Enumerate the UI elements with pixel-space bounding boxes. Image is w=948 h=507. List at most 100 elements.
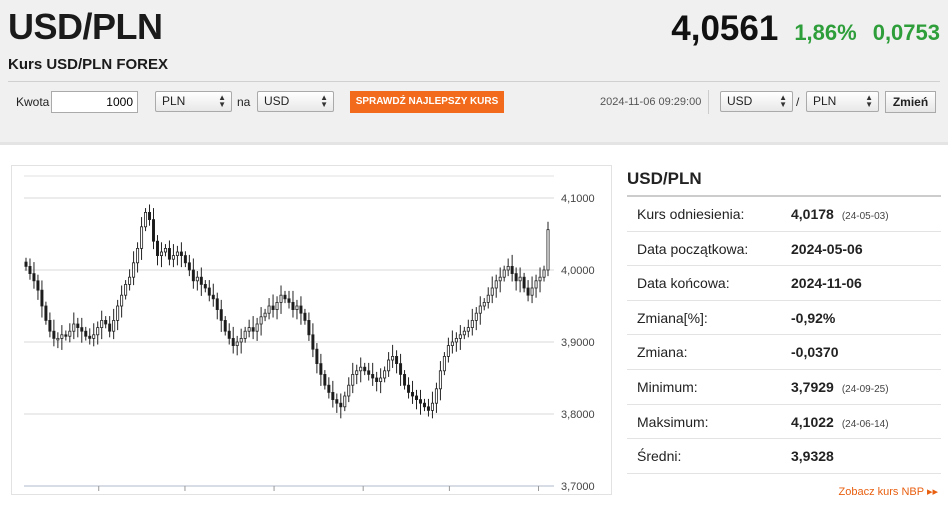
y-tick-label: 3,7000	[561, 481, 595, 493]
stats-value: 3,9328	[791, 439, 834, 473]
from-currency-value: PLN	[162, 94, 186, 108]
candle	[108, 323, 112, 332]
candle	[542, 269, 546, 278]
pair-separator: /	[796, 95, 800, 109]
candle	[315, 348, 319, 364]
candle	[486, 294, 490, 303]
stats-table: Kurs odniesienia: 4,0178 (24-05-03) Data po…	[627, 197, 941, 474]
candle	[267, 305, 271, 314]
candle	[120, 294, 124, 307]
candle	[418, 399, 422, 404]
candle	[72, 323, 76, 332]
to-currency-select[interactable]: USD ▲ ▼	[257, 91, 334, 112]
candle	[383, 370, 387, 379]
candle	[112, 319, 116, 332]
candle	[68, 330, 72, 337]
stats-title: USD/PLN	[627, 167, 941, 197]
select-arrows-icon: ▲ ▼	[218, 93, 226, 109]
candle	[199, 276, 203, 285]
candle	[255, 323, 259, 332]
candle	[211, 294, 215, 300]
to-currency-value: USD	[264, 94, 290, 108]
candle	[287, 298, 291, 303]
stats-row: Minimum: 3,7929 (24-09-25)	[627, 370, 941, 405]
stats-value-text: -0,0370	[791, 344, 839, 361]
candle	[331, 391, 335, 400]
candle	[148, 212, 152, 221]
candle	[24, 261, 28, 267]
candle	[187, 262, 191, 271]
candle	[275, 301, 279, 310]
candle	[450, 341, 454, 346]
candle	[203, 284, 207, 289]
candle	[351, 373, 355, 386]
stats-value-text: 3,7929	[791, 378, 834, 395]
stats-date: (24-09-25)	[841, 383, 889, 395]
stats-value: 2024-11-06	[791, 266, 862, 300]
current-price: 4,0561	[671, 9, 779, 48]
candle	[32, 273, 36, 282]
candle	[88, 335, 92, 339]
stats-label: Maksimum:	[637, 413, 709, 430]
candle	[251, 327, 255, 332]
candle	[152, 219, 156, 242]
candle	[538, 276, 542, 282]
candle	[116, 305, 120, 321]
nbp-rate-link[interactable]: Zobacz kurs NBP ▸▸	[838, 486, 938, 498]
pair-quote-select[interactable]: PLN ▲ ▼	[806, 91, 879, 112]
stats-label: Minimum:	[637, 378, 698, 395]
candle	[442, 355, 446, 372]
stats-date: (24-05-03)	[841, 211, 889, 222]
candle	[191, 269, 195, 282]
from-currency-select[interactable]: PLN ▲ ▼	[155, 91, 232, 112]
amount-label: Kwota	[16, 95, 50, 109]
page-title: USD/PLN	[8, 6, 163, 47]
candle	[132, 262, 136, 278]
candle	[155, 240, 159, 256]
candle	[44, 305, 48, 321]
candle	[223, 319, 227, 332]
select-arrows-icon: ▲ ▼	[865, 93, 873, 109]
candle	[395, 355, 399, 364]
candle	[299, 305, 303, 314]
candle	[239, 337, 243, 343]
change-absolute: 0,0753	[872, 20, 940, 45]
best-rate-button[interactable]: SPRAWDŹ NAJLEPSZY KURS	[350, 91, 504, 113]
candle	[470, 319, 474, 328]
candle	[243, 330, 247, 339]
candle	[347, 384, 351, 397]
candle	[363, 366, 367, 372]
candle	[546, 229, 550, 271]
pair-base-select[interactable]: USD ▲ ▼	[720, 91, 793, 112]
quote-box: 4,0561 1,86% 0,0753	[671, 9, 940, 49]
candle	[171, 255, 175, 260]
candle	[303, 312, 307, 321]
stats-value-text: 4,1022	[791, 413, 834, 430]
candle	[375, 377, 379, 382]
candle	[100, 319, 104, 328]
candle	[247, 327, 251, 332]
change-pair-button[interactable]: Zmień	[885, 91, 936, 113]
stats-value-text: 2024-05-06	[791, 240, 863, 257]
candle	[295, 305, 299, 310]
candle	[434, 388, 438, 404]
candle	[343, 395, 347, 408]
candle	[446, 345, 450, 357]
stats-value: -0,0370	[791, 335, 838, 369]
stats-row: Zmiana[%]: -0,92%	[627, 301, 941, 336]
y-tick-label: 3,8000	[561, 409, 595, 421]
candle	[179, 251, 183, 256]
candle	[379, 377, 383, 382]
candle	[494, 280, 498, 289]
y-tick-label: 3,9000	[561, 337, 595, 349]
candle	[283, 294, 287, 300]
candle	[64, 334, 68, 337]
candle	[279, 294, 283, 303]
amount-input[interactable]	[51, 91, 138, 113]
candle	[163, 248, 167, 253]
stats-label: Zmiana:	[637, 344, 688, 361]
candle	[159, 251, 163, 256]
candle	[502, 269, 506, 278]
candle	[510, 266, 514, 275]
